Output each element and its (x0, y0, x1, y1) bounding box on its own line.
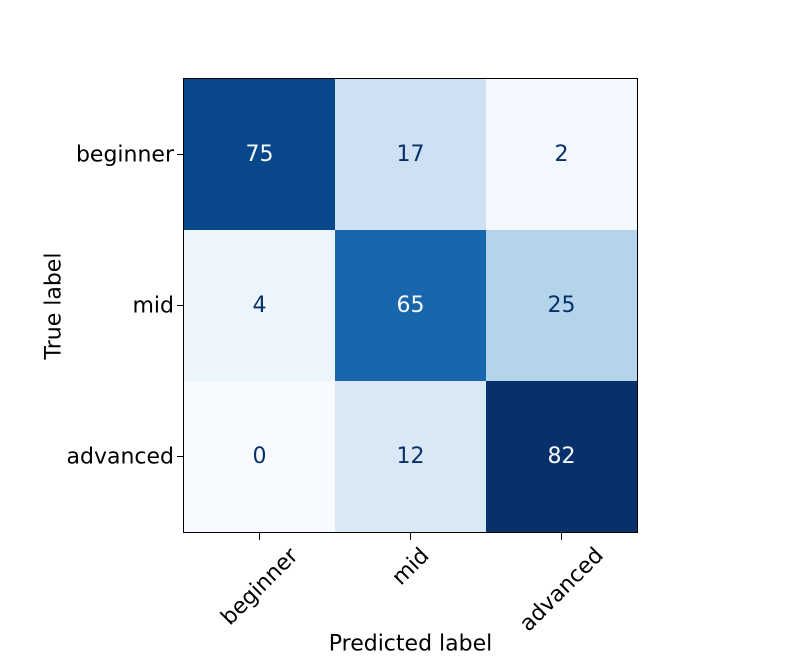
x-tick-mark (560, 533, 563, 540)
y-tick-mark (177, 153, 184, 156)
cell-value: 65 (396, 292, 425, 318)
cell-value: 17 (396, 141, 425, 167)
x-tick-label-mid: mid (386, 543, 434, 591)
cell-value: 25 (547, 292, 576, 318)
cell-value: 12 (396, 443, 425, 469)
y-axis-title: True label (41, 252, 67, 359)
matrix-cell-r2c2: 82 (486, 381, 637, 532)
matrix-cell-r0c1: 17 (335, 79, 486, 230)
cell-value: 82 (547, 443, 576, 469)
x-tick-mark (409, 533, 412, 540)
cell-value: 2 (554, 141, 569, 167)
cell-value: 4 (252, 292, 267, 318)
cell-value: 0 (252, 443, 267, 469)
matrix-cell-r1c1: 65 (335, 230, 486, 381)
x-tick-label-advanced: advanced (514, 543, 609, 637)
x-tick-label-beginner: beginner (215, 543, 303, 631)
matrix-cell-r0c0: 75 (184, 79, 335, 230)
y-tick-label-beginner: beginner (75, 141, 174, 167)
matrix-cell-r2c0: 0 (184, 381, 335, 532)
y-tick-mark (177, 455, 184, 458)
cell-value: 75 (245, 141, 274, 167)
matrix-cell-r2c1: 12 (335, 381, 486, 532)
matrix-cell-r0c2: 2 (486, 79, 637, 230)
matrix-cell-r1c0: 4 (184, 230, 335, 381)
heatmap-plot-area: 75 17 2 4 65 25 0 12 82 (184, 79, 637, 532)
y-tick-label-advanced: advanced (66, 443, 175, 469)
matrix-cell-r1c2: 25 (486, 230, 637, 381)
y-tick-label-mid: mid (132, 292, 174, 318)
x-axis-title: Predicted label (328, 631, 493, 657)
y-tick-mark (177, 304, 184, 307)
x-tick-mark (258, 533, 261, 540)
